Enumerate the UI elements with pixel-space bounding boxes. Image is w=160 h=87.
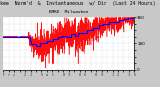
Text: i: i — [13, 73, 15, 77]
Text: a: a — [46, 73, 48, 77]
Text: r: r — [8, 73, 10, 77]
Text: 2: 2 — [24, 73, 26, 77]
Text: 3: 3 — [68, 73, 70, 77]
Text: KMKE  Milwaukee: KMKE Milwaukee — [49, 10, 88, 14]
Text: 5: 5 — [133, 73, 136, 77]
Text: 1: 1 — [112, 73, 114, 77]
Text: 0: 0 — [79, 73, 81, 77]
Text: 2: 2 — [117, 73, 119, 77]
Text: t: t — [51, 73, 53, 77]
Text: F: F — [2, 73, 4, 77]
Text: 9: 9 — [100, 73, 103, 77]
Text: 6: 6 — [84, 73, 86, 77]
Text: 1: 1 — [128, 73, 130, 77]
Text: S: S — [40, 73, 43, 77]
Text: 0: 0 — [95, 73, 97, 77]
Text: Milwaukee  Norm'd  &  Instantaneous  w/ Dir  (Last 24 Hours): Milwaukee Norm'd & Instantaneous w/ Dir … — [0, 1, 155, 6]
Text: 0: 0 — [62, 73, 64, 77]
Text: 1: 1 — [29, 73, 32, 77]
